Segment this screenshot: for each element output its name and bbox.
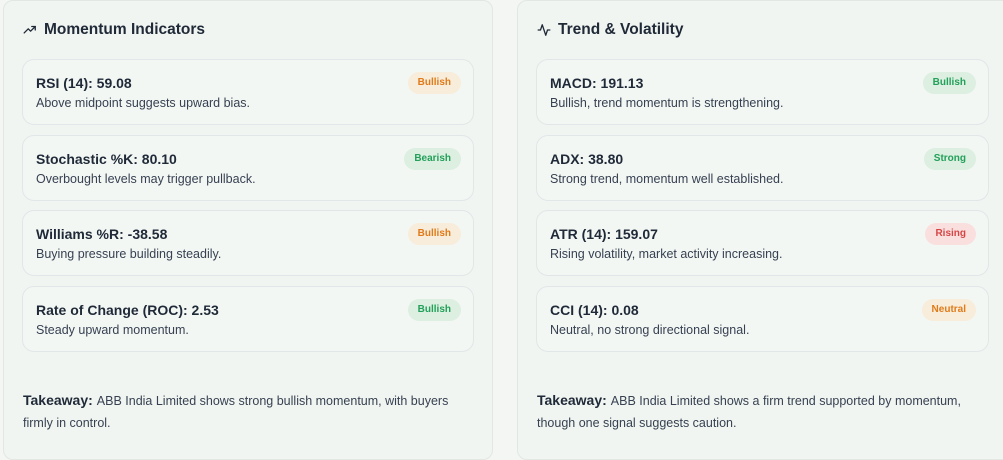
indicator-title: Rate of Change (ROC): 2.53: [36, 302, 219, 318]
indicator-title: ATR (14): 159.07: [550, 226, 658, 242]
momentum-panel: Momentum Indicators RSI (14): 59.08 Abov…: [3, 0, 493, 460]
indicator-description: Steady upward momentum.: [36, 323, 189, 337]
trend-panel: Trend & Volatility MACD: 191.13 Bullish,…: [517, 0, 1003, 460]
signal-badge: Bearish: [404, 148, 461, 170]
indicator-description: Buying pressure building steadily.: [36, 247, 222, 261]
indicator-card: RSI (14): 59.08 Above midpoint suggests …: [22, 59, 474, 125]
indicator-description: Strong trend, momentum well established.: [550, 172, 784, 186]
indicator-title: Stochastic %K: 80.10: [36, 151, 177, 167]
activity-icon: [537, 24, 551, 36]
indicator-title: ADX: 38.80: [550, 151, 624, 167]
signal-badge: Strong: [923, 148, 976, 170]
signal-badge: Bullish: [407, 72, 461, 94]
indicator-card: Rate of Change (ROC): 2.53 Steady upward…: [22, 286, 474, 352]
indicator-title: CCI (14): 0.08: [550, 302, 639, 318]
indicator-card: Williams %R: -38.58 Buying pressure buil…: [22, 210, 474, 276]
signal-badge: Bullish: [922, 72, 976, 94]
indicator-card: ATR (14): 159.07 Rising volatility, mark…: [536, 210, 989, 276]
signal-badge: Bullish: [407, 223, 461, 245]
signal-badge: Neutral: [921, 299, 976, 321]
indicator-title: MACD: 191.13: [550, 75, 644, 91]
takeaway: Takeaway: ABB India Limited shows a firm …: [537, 392, 961, 430]
signal-badge: Bullish: [407, 299, 461, 321]
indicator-description: Above midpoint suggests upward bias.: [36, 96, 251, 110]
indicator-description: Bullish, trend momentum is strengthening…: [550, 96, 784, 110]
takeaway: Takeaway: ABB India Limited shows strong …: [23, 392, 449, 430]
panel-title: Trend & Volatility: [558, 21, 684, 38]
indicator-description: Neutral, no strong directional signal.: [550, 323, 750, 337]
indicator-card: MACD: 191.13 Bullish, trend momentum is …: [536, 59, 989, 125]
indicator-card: Stochastic %K: 80.10 Overbought levels m…: [22, 135, 474, 201]
trending-up-icon: [23, 25, 36, 34]
indicator-description: Overbought levels may trigger pullback.: [36, 172, 256, 186]
indicator-card: CCI (14): 0.08 Neutral, no strong direct…: [536, 286, 989, 352]
indicator-description: Rising volatility, market activity incre…: [550, 247, 783, 261]
panel-title: Momentum Indicators: [44, 21, 206, 38]
indicator-title: RSI (14): 59.08: [36, 75, 132, 91]
indicator-card: ADX: 38.80 Strong trend, momentum well e…: [536, 135, 989, 201]
signal-badge: Rising: [925, 223, 976, 245]
indicator-title: Williams %R: -38.58: [36, 226, 168, 242]
